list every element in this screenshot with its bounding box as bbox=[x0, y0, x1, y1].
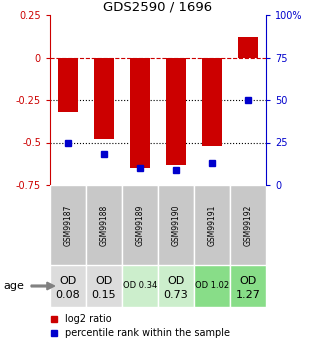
Text: age: age bbox=[3, 281, 24, 291]
Bar bbox=[94, 58, 114, 139]
Text: OD 0.34: OD 0.34 bbox=[123, 282, 157, 290]
Text: GSM99190: GSM99190 bbox=[171, 204, 180, 246]
Text: GSM99187: GSM99187 bbox=[63, 204, 72, 246]
Text: percentile rank within the sample: percentile rank within the sample bbox=[65, 328, 230, 338]
Text: GSM99188: GSM99188 bbox=[100, 204, 109, 246]
Bar bbox=[50, 265, 86, 307]
Text: 1.27: 1.27 bbox=[235, 290, 260, 300]
Bar bbox=[158, 265, 194, 307]
Bar bbox=[158, 185, 194, 265]
Title: GDS2590 / 1696: GDS2590 / 1696 bbox=[104, 1, 212, 14]
Text: 0.15: 0.15 bbox=[92, 290, 116, 300]
Bar bbox=[194, 185, 230, 265]
Text: OD: OD bbox=[95, 276, 113, 286]
Bar bbox=[86, 185, 122, 265]
Bar bbox=[50, 185, 86, 265]
Text: OD 1.02: OD 1.02 bbox=[195, 282, 229, 290]
Bar bbox=[202, 58, 222, 146]
Bar bbox=[130, 58, 150, 168]
Bar bbox=[230, 265, 266, 307]
Bar bbox=[194, 265, 230, 307]
Bar bbox=[230, 185, 266, 265]
Text: GSM99189: GSM99189 bbox=[136, 204, 145, 246]
Text: log2 ratio: log2 ratio bbox=[65, 314, 112, 324]
Text: OD: OD bbox=[59, 276, 77, 286]
Bar bbox=[58, 58, 78, 112]
Bar bbox=[122, 265, 158, 307]
Text: 0.08: 0.08 bbox=[56, 290, 80, 300]
Text: 0.73: 0.73 bbox=[164, 290, 188, 300]
Text: GSM99192: GSM99192 bbox=[244, 204, 253, 246]
Text: GSM99191: GSM99191 bbox=[207, 204, 216, 246]
Bar bbox=[238, 37, 258, 58]
Bar bbox=[166, 58, 186, 165]
Bar bbox=[122, 185, 158, 265]
Bar bbox=[86, 265, 122, 307]
Text: OD: OD bbox=[239, 276, 257, 286]
Text: OD: OD bbox=[167, 276, 185, 286]
